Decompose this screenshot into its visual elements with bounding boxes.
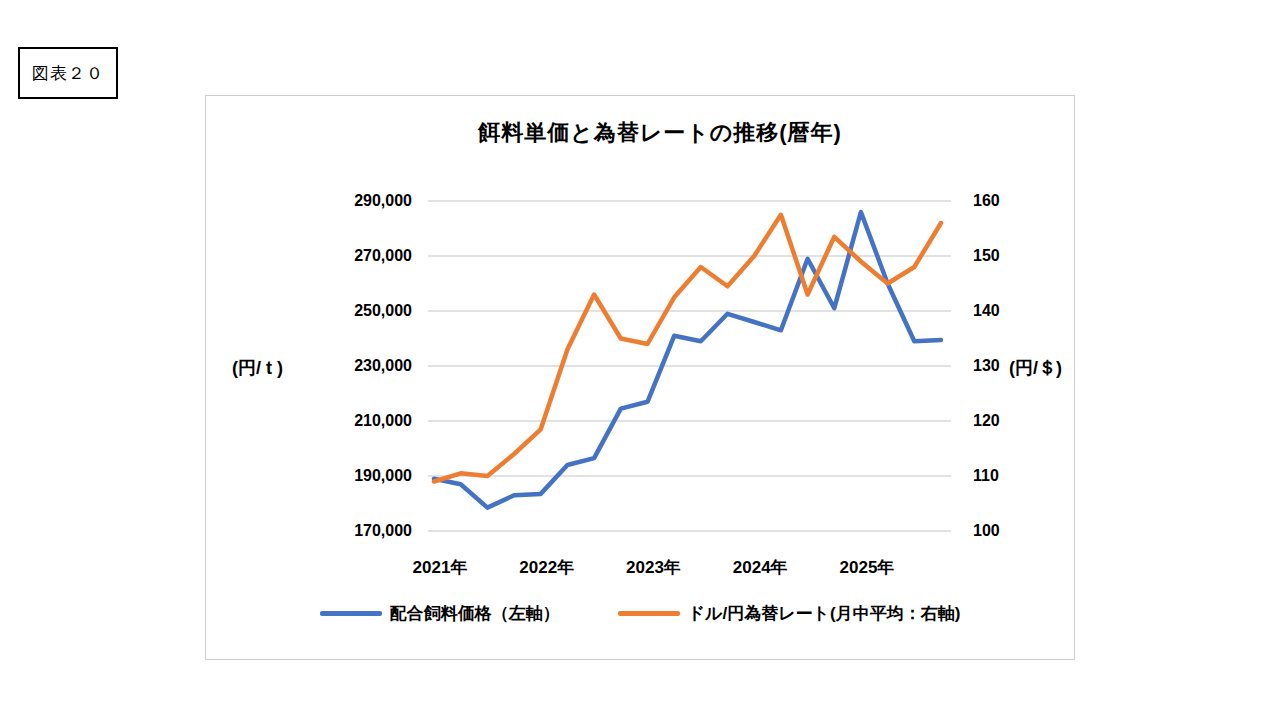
left-axis-tick-label: 270,000 xyxy=(354,247,412,265)
x-axis-tick-label: 2022年 xyxy=(519,556,574,579)
x-axis-tick-label: 2025年 xyxy=(840,556,895,579)
right-axis-tick-label: 130 xyxy=(973,357,1000,375)
exchange-rate-line-swatch xyxy=(618,611,680,616)
right-axis-tick-label: 110 xyxy=(973,467,999,485)
right-axis-tick-label: 140 xyxy=(973,302,1000,320)
legend-label-feed-price: 配合飼料価格（左軸） xyxy=(390,602,560,625)
right-axis-tick-label: 100 xyxy=(973,522,1000,540)
figure-label: 図表２０ xyxy=(32,62,104,85)
right-axis-tick-label: 160 xyxy=(973,192,1000,210)
figure-label-box: 図表２０ xyxy=(18,47,118,99)
legend: 配合飼料価格（左軸） ドル/円為替レート(月中平均：右軸) xyxy=(206,602,1074,625)
exchange-rate-series-line xyxy=(434,215,941,482)
left-axis-unit-label: (円/ t ) xyxy=(232,356,283,380)
left-axis-tick-label: 250,000 xyxy=(354,302,412,320)
legend-item-exchange-rate: ドル/円為替レート(月中平均：右軸) xyxy=(618,602,961,625)
legend-item-feed-price: 配合飼料価格（左軸） xyxy=(320,602,560,625)
left-axis-tick-label: 190,000 xyxy=(354,467,412,485)
left-axis-tick-label: 210,000 xyxy=(354,412,412,430)
legend-label-exchange-rate: ドル/円為替レート(月中平均：右軸) xyxy=(688,602,961,625)
right-axis-unit-label: (円/＄) xyxy=(1009,356,1062,380)
feed-price-line-swatch xyxy=(320,611,382,616)
right-axis-tick-label: 120 xyxy=(973,412,1000,430)
x-axis-tick-label: 2021年 xyxy=(413,556,468,579)
right-axis-tick-label: 150 xyxy=(973,247,1000,265)
left-axis-tick-label: 170,000 xyxy=(354,522,412,540)
chart-frame: 餌料単価と為替レートの推移(暦年) 290,000270,000250,0002… xyxy=(205,95,1075,660)
left-axis-tick-label: 290,000 xyxy=(354,192,412,210)
x-axis-tick-label: 2024年 xyxy=(733,556,788,579)
left-axis-tick-label: 230,000 xyxy=(354,357,412,375)
x-axis-tick-label: 2023年 xyxy=(626,556,681,579)
